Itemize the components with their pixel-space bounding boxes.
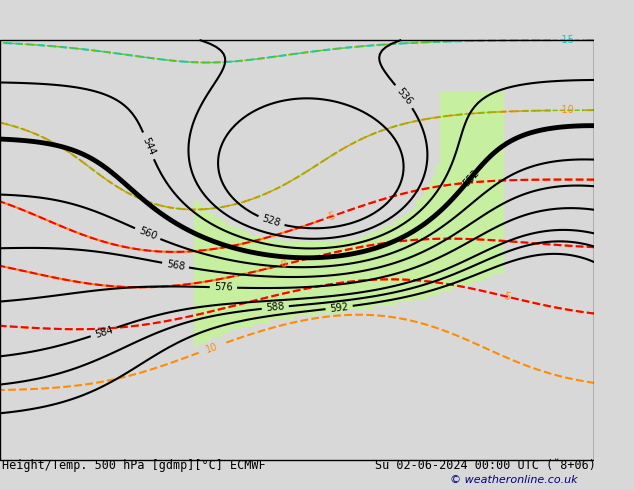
Text: 0: 0 [279, 259, 287, 270]
Bar [0, 40, 595, 460]
Text: Height/Temp. 500 hPa [gdmp][°C] ECMWF: Height/Temp. 500 hPa [gdmp][°C] ECMWF [2, 459, 266, 472]
Text: 584: 584 [93, 324, 114, 340]
Text: Su 02-06-2024 00:00 UTC (ˇ8+06): Su 02-06-2024 00:00 UTC (ˇ8+06) [375, 459, 596, 472]
Bar [0, 40, 595, 460]
Text: 588: 588 [266, 302, 285, 313]
Text: 536: 536 [394, 86, 414, 107]
Text: 560: 560 [137, 226, 158, 242]
Text: -10: -10 [559, 105, 574, 115]
Text: © weatheronline.co.uk: © weatheronline.co.uk [450, 475, 578, 485]
Text: -5: -5 [325, 210, 338, 223]
Text: 5: 5 [503, 291, 511, 302]
Text: 552: 552 [461, 168, 481, 188]
Text: 592: 592 [329, 301, 349, 314]
Text: 576: 576 [214, 282, 233, 293]
Text: 10: 10 [204, 342, 219, 355]
Text: 544: 544 [140, 135, 157, 156]
Text: -15: -15 [559, 35, 574, 45]
Text: 528: 528 [261, 214, 281, 229]
Text: 568: 568 [165, 259, 186, 271]
